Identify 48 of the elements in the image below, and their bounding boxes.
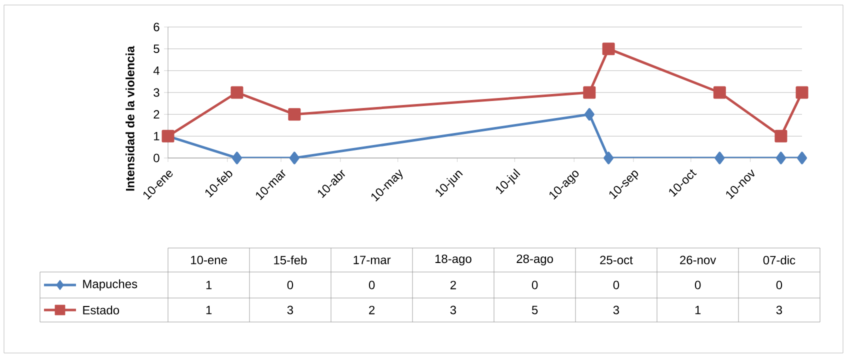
y-tick-label: 1 xyxy=(154,132,160,140)
text: 0 xyxy=(368,280,375,290)
text: 1 xyxy=(695,306,701,314)
text: 3 xyxy=(776,306,782,314)
text: 0 xyxy=(694,280,701,290)
text: 25-oct xyxy=(600,256,633,264)
text: 1 xyxy=(206,280,212,290)
text: 28-ago xyxy=(516,254,553,266)
text: 0 xyxy=(613,280,620,290)
text: 3 xyxy=(613,306,620,314)
text: 07-dic xyxy=(763,256,796,264)
y-axis-title: Intensidad de la violencia xyxy=(126,46,134,191)
y-tick-label: 0 xyxy=(154,154,160,162)
point xyxy=(774,130,788,142)
legend-label: Mapuches xyxy=(83,279,138,291)
point xyxy=(713,86,726,99)
point xyxy=(796,86,808,99)
point xyxy=(776,152,786,164)
text: 5 xyxy=(532,306,538,314)
y-tick-label: 2 xyxy=(154,110,160,119)
text: 0 xyxy=(287,280,294,290)
point xyxy=(714,152,725,164)
point xyxy=(602,42,615,56)
text: 18-ago xyxy=(435,254,472,266)
text: 10-ene xyxy=(191,256,227,264)
point xyxy=(583,86,596,99)
text: 1 xyxy=(206,306,212,314)
y-tick-label: 6 xyxy=(154,22,160,32)
y-tick-label: 5 xyxy=(154,44,160,54)
point xyxy=(232,152,242,164)
legend-label: Estado xyxy=(83,306,120,314)
text: 2 xyxy=(369,306,375,314)
y-tick-label: 4 xyxy=(153,66,160,75)
point xyxy=(797,152,808,164)
point xyxy=(289,152,300,164)
text: 15-feb xyxy=(274,256,307,264)
text: 2 xyxy=(450,280,456,290)
point xyxy=(584,108,594,121)
text: 26-nov xyxy=(680,256,716,264)
text: 3 xyxy=(287,306,294,314)
point xyxy=(288,108,301,121)
point xyxy=(230,86,244,99)
y-tick-label: 3 xyxy=(154,88,160,97)
text: 0 xyxy=(776,280,782,290)
text: 17-mar xyxy=(354,256,391,264)
text: 0 xyxy=(532,280,538,290)
text: 3 xyxy=(450,306,456,314)
point xyxy=(604,152,614,164)
